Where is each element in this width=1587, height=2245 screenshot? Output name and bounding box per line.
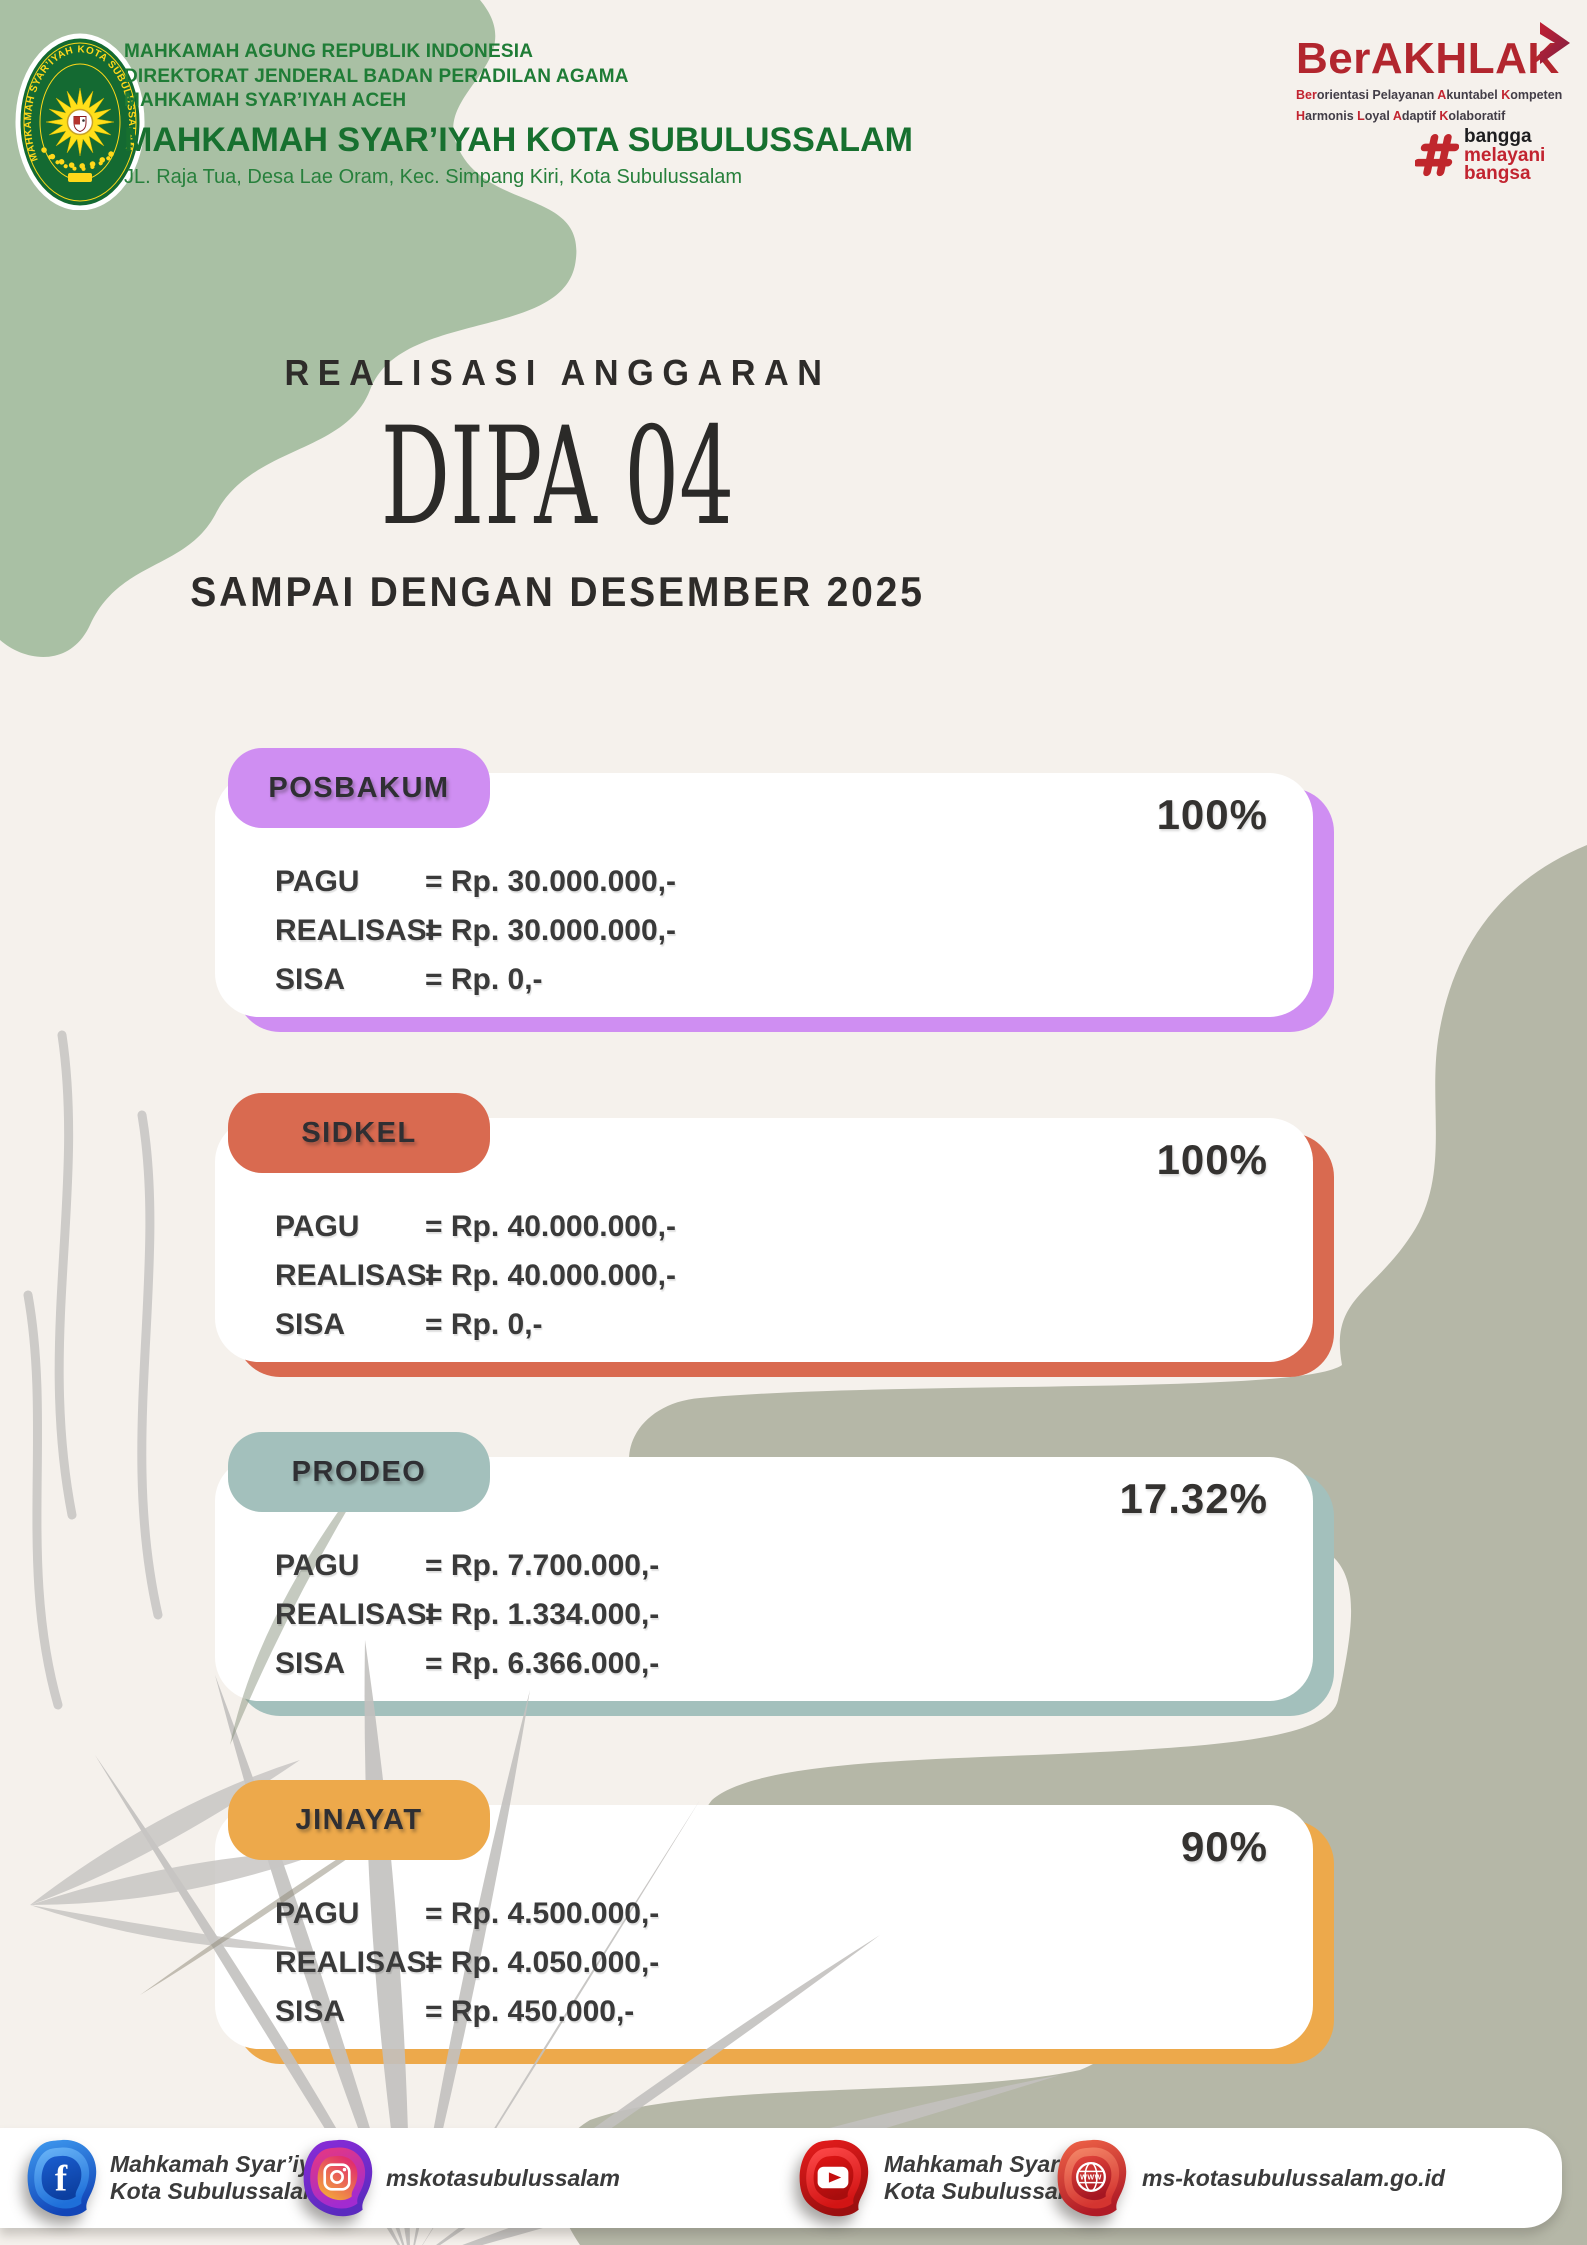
title-block: REALISASI ANGGARAN DIPA 04 SAMPAI DENGAN… [0, 352, 1115, 616]
budget-row: PAGU = Rp. 30.000.000,- [275, 864, 676, 898]
percent-value: 100% [1156, 791, 1268, 838]
org-name: MAHKAMAH SYAR’IYAH KOTA SUBULUSSALAM [124, 120, 913, 159]
bangga-word: bangsa [1464, 163, 1531, 184]
budget-row: REALISASI = Rp. 40.000.000,- [275, 1258, 676, 1292]
bangga-word: melayani [1464, 144, 1546, 166]
letterhead: MAHKAMAH AGUNG REPUBLIK INDONESIA DIREKT… [124, 40, 913, 189]
card-content-prodeo: 17.32% PAGU = Rp. 7.700.000,- REALISASI = … [215, 1457, 1313, 1701]
budget-row: REALISASI = Rp. 1.334.000,- [275, 1597, 660, 1631]
budget-row: SISA = Rp. 0,- [275, 962, 543, 996]
org-line-3: MAHKAMAH SYAR’IYAH ACEH [124, 90, 407, 111]
title-subtitle: SAMPAI DENGAN DESEMBER 2025 [190, 567, 925, 615]
budget-row: SISA = Rp. 6.366.000,- [275, 1646, 660, 1680]
card-title: POSBAKUM [268, 771, 450, 804]
instagram-handle[interactable]: mskotasubulussalam [386, 2164, 620, 2191]
card-content-sidkel: 100% PAGU = Rp. 40.000.000,- REALISASI = R… [215, 1118, 1313, 1362]
bangga-word: bangga [1464, 126, 1532, 147]
card-content-posbakum: 100% PAGU = Rp. 30.000.000,- REALISASI = R… [215, 773, 1313, 1017]
card-badge-sidkel: SIDKEL [228, 1093, 490, 1173]
card-badge-posbakum: POSBAKUM [228, 748, 490, 828]
berakhlak-subtitle-2: Harmonis Loyal Adaptif Kolaboratif [1296, 109, 1506, 123]
berakhlak-title: BerAKHLAK [1296, 34, 1560, 83]
chevron-right-icon [1540, 22, 1570, 64]
berakhlak-logo: BerAKHLAK Berorientasi Pelayanan Akuntab… [1296, 22, 1582, 183]
budget-row: REALISASI = Rp. 4.050.000,- [275, 1945, 660, 1979]
card-content-jinayat: 90% PAGU = Rp. 4.500.000,- REALISASI = Rp.… [215, 1805, 1313, 2049]
org-line-2: DIREKTORAT JENDERAL BADAN PERADILAN AGAM… [124, 65, 629, 87]
percent-value: 90% [1180, 1823, 1268, 1870]
facebook-icon[interactable]: f [20, 2136, 102, 2220]
sage-blob [0, 0, 577, 657]
title-main: DIPA 04 [380, 398, 735, 555]
bangga-melayani-bangsa-logo: bangga melayani bangsa [1415, 126, 1546, 184]
budget-row: PAGU = Rp. 7.700.000,- [275, 1548, 660, 1582]
berakhlak-subtitle-1: Berorientasi Pelayanan Akuntabel Kompete… [1296, 88, 1563, 102]
card-badge-prodeo: PRODEO [228, 1432, 490, 1512]
budget-row: PAGU = Rp. 40.000.000,- [275, 1209, 676, 1243]
card-title: PRODEO [291, 1455, 427, 1488]
instagram-icon[interactable] [296, 2136, 378, 2220]
org-line-1: MAHKAMAH AGUNG REPUBLIK INDONESIA [124, 41, 534, 62]
hashtag-icon [1415, 133, 1459, 176]
percent-value: 100% [1156, 1136, 1268, 1183]
svg-text:WWW: WWW [1080, 2174, 1102, 2182]
org-address: JL. Raja Tua, Desa Lae Oram, Kec. Simpan… [124, 165, 743, 188]
website-url[interactable]: ms-kotasubulussalam.go.id [1142, 2164, 1445, 2191]
svg-text:f: f [55, 2157, 68, 2198]
title-kicker: REALISASI ANGGARAN [284, 352, 831, 393]
budget-row: REALISASI = Rp. 30.000.000,- [275, 913, 676, 947]
card-title: SIDKEL [301, 1116, 417, 1149]
budget-row: PAGU = Rp. 4.500.000,- [275, 1896, 660, 1930]
youtube-icon[interactable] [792, 2136, 874, 2220]
percent-value: 17.32% [1119, 1475, 1268, 1522]
court-emblem-logo: MAHKAMAH SYAR’IYAH KOTA SUBULUSSALAM [15, 33, 145, 210]
budget-row: SISA = Rp. 0,- [275, 1307, 543, 1341]
budget-row: SISA = Rp. 450.000,- [275, 1994, 635, 2028]
website-globe-icon[interactable]: WWW [1050, 2136, 1132, 2220]
bangga-words: bangga melayani bangsa [1464, 126, 1546, 184]
